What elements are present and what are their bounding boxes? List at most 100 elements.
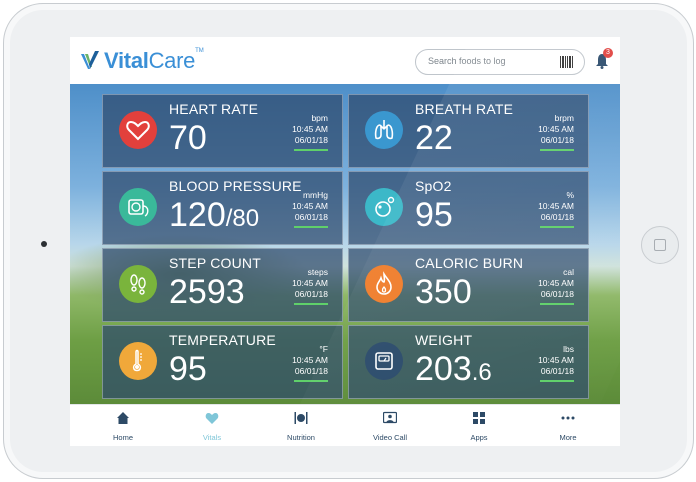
metric-underline xyxy=(540,380,574,382)
logo-mark-icon xyxy=(81,51,99,69)
metric-unit: cal xyxy=(563,267,574,277)
tab-video-call[interactable]: Video Call xyxy=(345,405,435,446)
tab-label: Apps xyxy=(470,433,488,442)
metric-card-step-count[interactable]: STEP COUNT 2593 steps 10:45 AM 06/01/18 xyxy=(102,248,343,322)
metric-label: STEP COUNT xyxy=(169,255,261,271)
metric-value: 120/80 xyxy=(169,196,260,234)
metric-unit: steps xyxy=(307,267,328,277)
tab-label: Nutrition xyxy=(287,433,315,442)
metric-meta: bpm 10:45 AM 06/01/18 xyxy=(292,113,328,146)
brand-name: VitalCare xyxy=(104,48,196,73)
bp-monitor-icon xyxy=(119,188,157,226)
metric-time: 10:45 AM xyxy=(292,278,328,288)
metric-value: 95 xyxy=(169,350,207,388)
metric-meta: steps 10:45 AM 06/01/18 xyxy=(292,267,328,300)
metric-label: TEMPERATURE xyxy=(169,332,276,348)
metric-date: 06/01/18 xyxy=(294,289,328,299)
metric-time: 10:45 AM xyxy=(292,124,328,134)
tablet-home-button[interactable] xyxy=(641,226,679,264)
metric-date: 06/01/18 xyxy=(540,289,574,299)
metric-label: HEART RATE xyxy=(169,101,259,117)
tab-label: More xyxy=(559,433,577,442)
vitalcare-logo: VitalCare TM xyxy=(80,46,204,76)
metric-time: 10:45 AM xyxy=(292,201,328,211)
metric-date: 06/01/18 xyxy=(294,135,328,145)
metric-meta: cal 10:45 AM 06/01/18 xyxy=(538,267,574,300)
tab-label: Home xyxy=(112,433,133,442)
metric-meta: brpm 10:45 AM 06/01/18 xyxy=(538,113,574,146)
metric-value: 70 xyxy=(169,119,207,157)
metric-value: 95 xyxy=(415,196,453,234)
tab-label: Video Call xyxy=(372,433,408,442)
metric-value: 350 xyxy=(415,273,472,311)
metric-unit: mmHg xyxy=(302,190,328,200)
metric-meta: % 10:45 AM 06/01/18 xyxy=(538,190,574,223)
metric-date: 06/01/18 xyxy=(294,212,328,222)
metric-unit: % xyxy=(566,190,574,200)
metric-meta: lbs 10:45 AM 06/01/18 xyxy=(538,344,574,377)
tab-nutrition[interactable]: Nutrition xyxy=(256,405,346,446)
metric-card-caloric-burn[interactable]: CALORIC BURN 350 cal 10:45 AM 06/01/18 xyxy=(348,248,589,322)
metric-unit: brpm xyxy=(554,113,574,123)
metric-underline xyxy=(540,226,574,228)
app-screen: VitalCare TM Search foods to log 3 HEART… xyxy=(70,37,620,446)
tab-vitals[interactable]: Vitals xyxy=(167,405,257,446)
metric-time: 10:45 AM xyxy=(538,278,574,288)
metric-date: 06/01/18 xyxy=(540,366,574,376)
metric-card-weight[interactable]: WEIGHT 203.6 lbs 10:45 AM 06/01/18 xyxy=(348,325,589,399)
background-landscape: HEART RATE 70 bpm 10:45 AM 06/01/18 BREA… xyxy=(70,84,620,404)
metric-date: 06/01/18 xyxy=(540,135,574,145)
lungs-icon xyxy=(365,111,403,149)
metric-label: CALORIC BURN xyxy=(415,255,524,271)
flame-icon xyxy=(365,265,403,303)
metric-time: 10:45 AM xyxy=(538,201,574,211)
more-dots-icon xyxy=(561,416,575,420)
metric-value: 22 xyxy=(415,119,453,157)
metric-time: 10:45 AM xyxy=(292,355,328,365)
oxygen-icon xyxy=(365,188,403,226)
footsteps-icon xyxy=(119,265,157,303)
metric-value: 2593 xyxy=(169,273,245,311)
bottom-tab-bar: Home Vitals Nutrition Video Call Apps Mo… xyxy=(70,404,620,446)
metric-underline xyxy=(540,149,574,151)
metric-label: BLOOD PRESSURE xyxy=(169,178,302,194)
thermometer-icon xyxy=(119,342,157,380)
tab-more[interactable]: More xyxy=(523,405,613,446)
scale-icon xyxy=(365,342,403,380)
heart-icon xyxy=(205,413,219,424)
metric-unit: bpm xyxy=(311,113,328,123)
metric-time: 10:45 AM xyxy=(538,124,574,134)
video-call-icon xyxy=(383,411,397,424)
home-button-square-icon xyxy=(654,239,666,251)
trademark: TM xyxy=(195,48,204,54)
metric-label: WEIGHT xyxy=(415,332,473,348)
metric-card-breath-rate[interactable]: BREATH RATE 22 brpm 10:45 AM 06/01/18 xyxy=(348,94,589,168)
tab-apps[interactable]: Apps xyxy=(434,405,524,446)
metric-time: 10:45 AM xyxy=(538,355,574,365)
metric-card-spo2[interactable]: SpO2 95 % 10:45 AM 06/01/18 xyxy=(348,171,589,245)
tab-label: Vitals xyxy=(202,433,222,442)
heart-icon xyxy=(119,111,157,149)
metric-card-heart-rate[interactable]: HEART RATE 70 bpm 10:45 AM 06/01/18 xyxy=(102,94,343,168)
metric-card-blood-pressure[interactable]: BLOOD PRESSURE 120/80 mmHg 10:45 AM 06/0… xyxy=(102,171,343,245)
metric-underline xyxy=(294,380,328,382)
utensils-icon xyxy=(294,412,308,424)
metric-card-temperature[interactable]: TEMPERATURE 95 °F 10:45 AM 06/01/18 xyxy=(102,325,343,399)
home-icon xyxy=(117,412,129,424)
metric-underline xyxy=(294,226,328,228)
metric-underline xyxy=(540,303,574,305)
metric-label: SpO2 xyxy=(415,178,452,194)
metric-date: 06/01/18 xyxy=(540,212,574,222)
metric-value: 203.6 xyxy=(415,350,492,388)
camera-dot xyxy=(41,241,47,247)
metric-date: 06/01/18 xyxy=(294,366,328,376)
apps-grid-icon xyxy=(473,412,485,424)
metric-unit: °F xyxy=(319,344,328,354)
tab-home[interactable]: Home xyxy=(78,405,168,446)
metric-underline xyxy=(294,149,328,151)
metric-meta: mmHg 10:45 AM 06/01/18 xyxy=(292,190,328,223)
metric-label: BREATH RATE xyxy=(415,101,514,117)
metric-underline xyxy=(294,303,328,305)
metric-unit: lbs xyxy=(563,344,574,354)
metric-meta: °F 10:45 AM 06/01/18 xyxy=(292,344,328,377)
